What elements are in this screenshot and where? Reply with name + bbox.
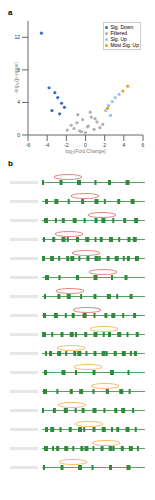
svg-text:-log₁₀(p-value): -log₁₀(p-value): [13, 62, 19, 94]
svg-text:0: 0: [17, 132, 20, 138]
svg-text:2: 2: [103, 142, 106, 148]
html-text:Filtered: Filtered: [110, 30, 128, 36]
svg-text:4: 4: [122, 142, 125, 148]
svg-text:12: 12: [14, 34, 20, 40]
html-text:Sig. Up: Sig. Up: [110, 36, 127, 42]
svg-text:6: 6: [142, 142, 145, 148]
svg-text:0: 0: [84, 142, 87, 148]
svg-text:-2: -2: [64, 142, 69, 148]
html-text:b: b: [8, 159, 13, 168]
svg-text:log₂(Fold Change): log₂(Fold Change): [65, 148, 106, 154]
svg-text:-4: -4: [45, 142, 50, 148]
html-text:Most Sig. Up: Most Sig. Up: [110, 42, 139, 48]
svg-text:-6: -6: [26, 142, 31, 148]
svg-text:4: 4: [17, 99, 20, 105]
html-text:a: a: [8, 8, 13, 17]
html-text:Sig. Down: Sig. Down: [110, 24, 134, 30]
